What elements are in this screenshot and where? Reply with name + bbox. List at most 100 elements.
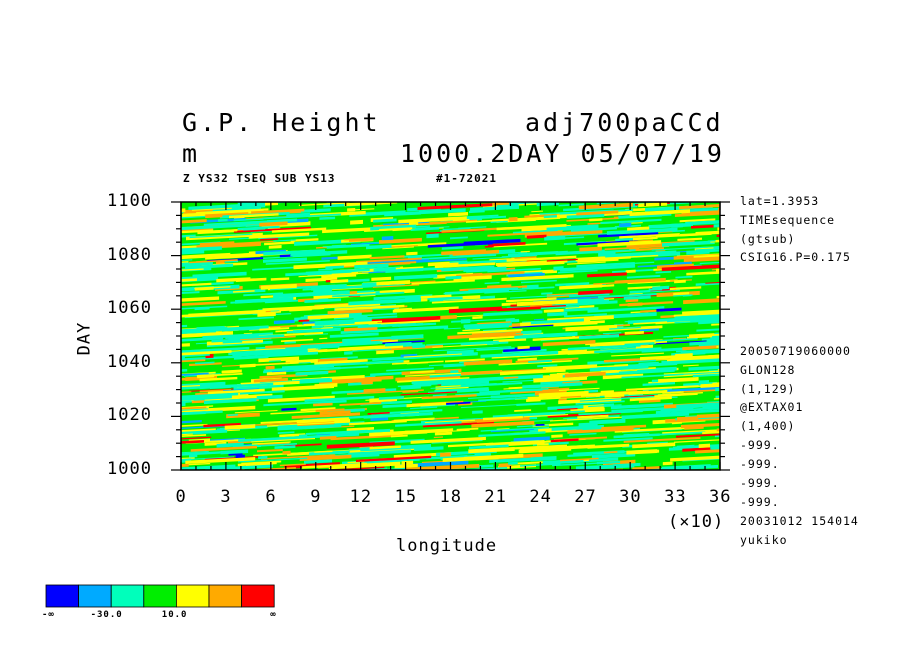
heatmap-cell [181,464,236,470]
heatmap-cell [512,324,560,328]
heatmap-cell [468,394,531,399]
heatmap-cell [360,400,412,406]
heatmap-cell [508,217,518,222]
heatmap-cell [587,443,630,449]
heatmap-cell [480,352,527,358]
heatmap-cell [674,439,720,443]
heatmap-cell [696,410,720,419]
heatmap-cell [404,428,454,434]
heatmap-cell [656,307,682,312]
heatmap-cell [416,454,491,460]
heatmap-cell [700,380,720,389]
colorbar-swatch [45,584,79,608]
heatmap-cell [698,319,720,325]
heatmap-cell [435,416,459,420]
side-info-line: yukiko [740,533,788,547]
heatmap-cell [433,272,473,279]
heatmap-cell [264,241,295,246]
side-info-line: lat=1.3953 [740,194,820,208]
heatmap-cell [461,370,503,376]
heatmap-cell [501,254,538,258]
heatmap-cell [226,412,260,419]
heatmap-cell [621,373,684,379]
heatmap-cell [487,267,541,273]
heatmap-cell [463,359,513,366]
heatmap-cell [331,244,346,248]
heatmap-cell [472,410,483,414]
heatmap-cell [433,346,512,352]
heatmap-cell [520,250,530,253]
x-tick-label: 18 [439,487,462,507]
side-info-line: -999. [740,457,780,471]
heatmap-cell [589,418,626,425]
heatmap-cell [300,377,331,382]
heatmap-cell [334,304,405,311]
heatmap-cell [567,344,641,351]
heatmap-cell [321,274,357,279]
heatmap-cell [277,431,295,434]
heatmap-cell [273,239,296,242]
heatmap-cell [414,418,434,421]
heatmap-cell [348,449,411,456]
heatmap-cell [572,266,598,269]
heatmap-cell [715,330,720,336]
heatmap-cell [441,227,507,233]
heatmap-cell [181,229,214,236]
heatmap-cell [603,437,653,442]
heatmap-cell [366,244,392,250]
heatmap-cell [534,444,595,452]
heatmap-cell [587,306,665,313]
heatmap-cell [181,355,242,362]
heatmap-cell [503,346,541,352]
heatmap-cell [280,338,314,343]
heatmap-field [142,202,720,473]
heatmap-cell [695,248,716,253]
heatmap-cell [421,394,477,400]
heatmap-cell [506,387,549,392]
heatmap-cell [181,406,207,412]
heatmap-cell [514,331,578,339]
heatmap-cell [487,342,499,345]
heatmap-cell [281,407,297,411]
heatmap-cell [626,274,661,279]
heatmap-cell [589,364,649,372]
heatmap-cell [181,259,193,263]
heatmap-cell [218,218,228,222]
x-axis-label: longitude [396,536,498,556]
heatmap-cell [142,344,151,347]
heatmap-cell [484,245,494,248]
heatmap-cell [318,268,333,271]
heatmap-cell [181,372,209,377]
heatmap-cell [347,389,424,395]
heatmap-cell [665,370,720,376]
x-tick-label: 6 [265,487,277,507]
heatmap-cell [415,226,450,230]
heatmap-cell [450,370,459,374]
heatmap-cell [348,297,421,306]
heatmap-cell [200,229,238,234]
heatmap-cell [713,395,720,400]
heatmap-cell [269,360,281,362]
heatmap-cell [373,294,433,301]
heatmap-cell [181,400,192,404]
y-tick-label: 1020 [107,405,152,426]
heatmap-cell [564,313,607,318]
heatmap-cell [531,310,543,315]
heatmap-cell [239,390,285,395]
heatmap-cell [595,290,610,295]
small-label-right: #1-72021 [436,172,497,185]
heatmap-cell [358,259,429,265]
heatmap-cell [552,462,602,467]
heatmap-cell [689,339,720,346]
heatmap-cell [234,409,278,414]
heatmap-cell [181,458,192,465]
heatmap-cell [266,371,287,376]
heatmap-cell [274,445,296,449]
heatmap-cell [230,347,286,352]
heatmap-cell [514,409,532,412]
heatmap-cell [291,412,361,419]
heatmap-cell [655,270,672,274]
heatmap-cell [155,469,172,473]
heatmap-cell [597,240,662,247]
heatmap-cell [496,224,567,231]
